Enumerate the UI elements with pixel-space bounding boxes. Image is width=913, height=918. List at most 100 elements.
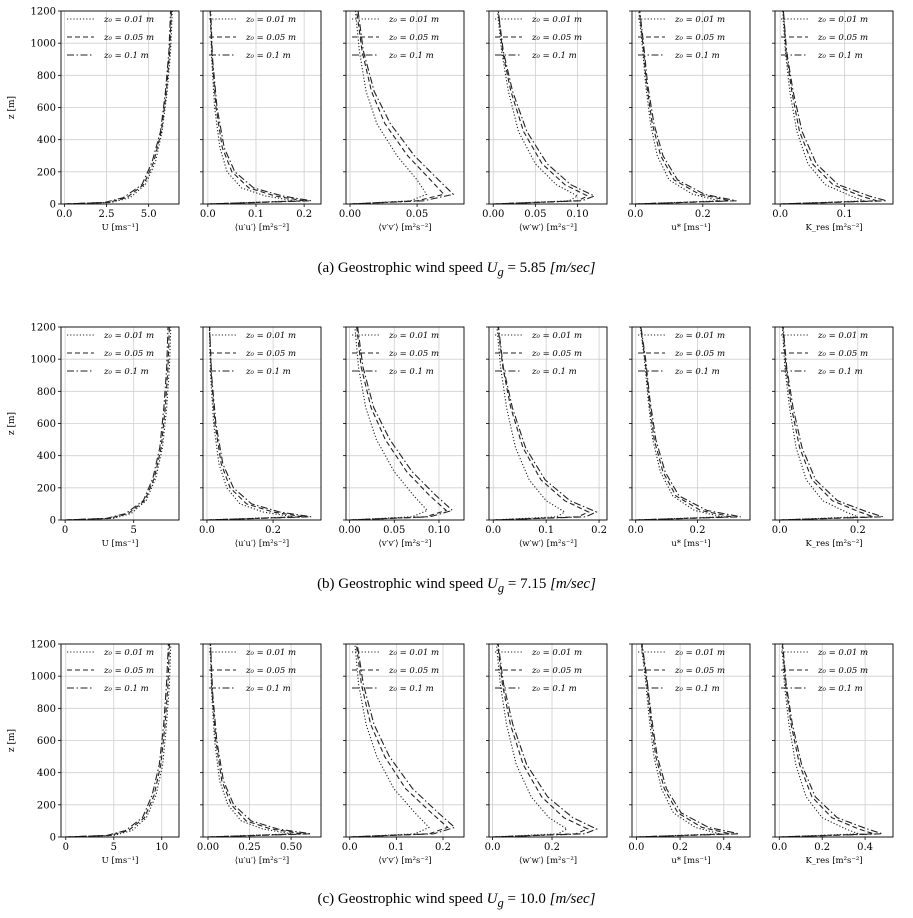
legend-label: z₀ = 0.1 m [531, 684, 577, 694]
caption-c-unit: [m/sec] [549, 891, 596, 907]
y-axis-label: z [m] [7, 96, 17, 119]
caption-a-subscript: g [497, 265, 504, 279]
legend-label: z₀ = 0.01 m [245, 15, 296, 25]
legend-label: z₀ = 0.01 m [245, 648, 296, 658]
legend-label: z₀ = 0.1 m [245, 684, 291, 694]
legend-label: z₀ = 0.05 m [674, 349, 725, 359]
x-tick-label: 5 [111, 842, 117, 853]
legend: z₀ = 0.01 m z₀ = 0.05 m z₀ = 0.1 m [495, 15, 582, 61]
legend-label: z₀ = 0.1 m [817, 51, 863, 61]
legend-label: z₀ = 0.01 m [388, 15, 439, 25]
series-line-dashed [493, 326, 590, 521]
x-tick-label: 0.05 [406, 209, 428, 220]
legend-label: z₀ = 0.1 m [674, 367, 720, 377]
series-line-dashed [635, 326, 732, 521]
legend-label: z₀ = 0.1 m [388, 684, 434, 694]
legend-label: z₀ = 0.05 m [388, 349, 439, 359]
legend: z₀ = 0.01 m z₀ = 0.05 m z₀ = 0.1 m [209, 15, 296, 61]
x-tick-label: 0.00 [482, 209, 504, 220]
series-line-dashdot [206, 326, 312, 521]
x-tick-label: 0.10 [566, 209, 588, 220]
series-line-dashdot [780, 10, 887, 205]
x-tick-label: 0.1 [248, 209, 264, 220]
legend-label: z₀ = 0.1 m [674, 51, 720, 61]
x-tick-label: 0.05 [383, 525, 405, 536]
x-tick-label: 0.00 [197, 842, 219, 853]
series-line-dashed [65, 643, 170, 838]
legend: z₀ = 0.01 m z₀ = 0.05 m z₀ = 0.1 m [352, 15, 439, 61]
legend-label: z₀ = 0.01 m [674, 648, 725, 658]
x-tick-label: 0.25 [238, 842, 260, 853]
series-line-dashdot [65, 643, 169, 838]
y-tick-label: 200 [37, 483, 56, 494]
legend-label: z₀ = 0.05 m [531, 666, 582, 676]
legend-label: z₀ = 0.01 m [103, 331, 154, 341]
subplot-c-2: 0.00 0.25 0.50⟨u′u′⟩ [m²s⁻²]z₀ = 0.01 mz₀ … [197, 643, 322, 866]
x-tick-label: 0.2 [591, 525, 607, 536]
series-line-dashed [65, 326, 170, 521]
x-axis-label: K_res [m²s⁻²] [805, 856, 862, 866]
y-tick-label: 1000 [31, 672, 56, 683]
legend-label: z₀ = 0.05 m [245, 666, 296, 676]
legend-label: z₀ = 0.1 m [388, 367, 434, 377]
legend-label: z₀ = 0.1 m [531, 51, 577, 61]
y-tick-label: 1000 [31, 39, 56, 50]
series-line-dashdot [492, 643, 598, 838]
x-tick-label: 0.0 [771, 842, 787, 853]
y-axis-label: z [m] [7, 729, 17, 752]
subplot-c-3: 0.0 0.1 0.2⟨v′v′⟩ [m²s⁻²]z₀ = 0.01 mz₀ = 0… [342, 643, 465, 866]
series-line-dashed [64, 10, 172, 205]
y-tick-label: 200 [37, 167, 56, 178]
x-axis-label: ⟨u′u′⟩ [m²s⁻²] [235, 539, 290, 549]
series-line-dotted [207, 10, 295, 205]
series-line-dashdot [636, 643, 740, 838]
x-tick-label: 0.05 [524, 209, 546, 220]
caption-a-value: = 5.85 [507, 260, 546, 276]
subplot-a-5: 0.0 0.2u* [ms⁻¹]z₀ = 0.01 mz₀ = 0.05 mz₀ … [627, 10, 751, 233]
caption-a-prefix: (a) Geostrophic wind speed [317, 260, 483, 276]
series-line-dotted [636, 643, 720, 838]
subplot-a-6: 0.0 0.1 K_res [m²s⁻²] z₀ = 0.01 m z₀ = 0.05 … [772, 10, 894, 233]
legend: z₀ = 0.01 m z₀ = 0.05 m z₀ = 0.1 m [781, 648, 868, 694]
y-tick-label: 1200 [31, 640, 56, 651]
x-tick-label: 0.2 [690, 525, 706, 536]
series-line-dotted [493, 10, 579, 205]
x-tick-label: 0.4 [716, 842, 732, 853]
subplot-a-1: 0.0 2.5 5.0U [ms⁻¹] 0 200 400 600 800 1000 1200 z₀… [31, 7, 180, 233]
legend: z₀ = 0.01 m z₀ = 0.05 m z₀ = 0.1 m [638, 331, 725, 377]
x-tick-label: 0.1 [538, 525, 554, 536]
legend-label: z₀ = 0.05 m [674, 33, 725, 43]
subplot-c-1: 0 5 10 U [ms⁻¹] 0 200 400 600 800 1000 1200 z₀ = 0.… [31, 640, 180, 866]
legend-label: z₀ = 0.01 m [388, 648, 439, 658]
legend-label: z₀ = 0.05 m [674, 666, 725, 676]
legend-label: z₀ = 0.1 m [245, 51, 291, 61]
y-tick-label: 1200 [31, 323, 56, 334]
legend-label: z₀ = 0.05 m [103, 349, 154, 359]
legend-label: z₀ = 0.01 m [103, 15, 154, 25]
y-tick-label: 0 [50, 200, 56, 211]
series-line-dashed [349, 326, 448, 521]
series-line-dashdot [635, 10, 737, 205]
x-axis-label: u* [ms⁻¹] [671, 223, 710, 233]
subplot-b-1: 0 5 U [ms⁻¹] 0 200 400 600 800 1000 1200 z₀ = 0.01… [31, 323, 180, 549]
x-axis-label: ⟨v′v′⟩ [m²s⁻²] [378, 539, 431, 549]
x-tick-label: 0.2 [814, 842, 830, 853]
legend-label: z₀ = 0.05 m [531, 33, 582, 43]
legend-label: z₀ = 0.1 m [531, 367, 577, 377]
legend-label: z₀ = 0.1 m [674, 684, 720, 694]
legend: z₀ = 0.01 m z₀ = 0.05 m z₀ = 0.1 m [781, 331, 868, 377]
series-line-dotted [492, 643, 568, 838]
x-axis-label: ⟨w′w′⟩ [m²s⁻²] [519, 223, 577, 233]
y-tick-label: 400 [37, 451, 56, 462]
legend-label: z₀ = 0.01 m [245, 331, 296, 341]
caption-c: (c) Geostrophic wind speed Ug = 10.0 [m/… [0, 891, 913, 911]
x-tick-label: 0.2 [850, 525, 866, 536]
legend: z₀ = 0.01 m z₀ = 0.05 m z₀ = 0.1 m [352, 648, 439, 694]
caption-b-value: = 7.15 [507, 576, 547, 592]
y-tick-label: 800 [37, 387, 56, 398]
series-line-dashdot [349, 326, 454, 521]
series-line-dashdot [207, 643, 312, 838]
series-line-dashed [349, 10, 445, 205]
legend-label: z₀ = 0.05 m [531, 349, 582, 359]
series-line-dashdot [493, 326, 598, 521]
